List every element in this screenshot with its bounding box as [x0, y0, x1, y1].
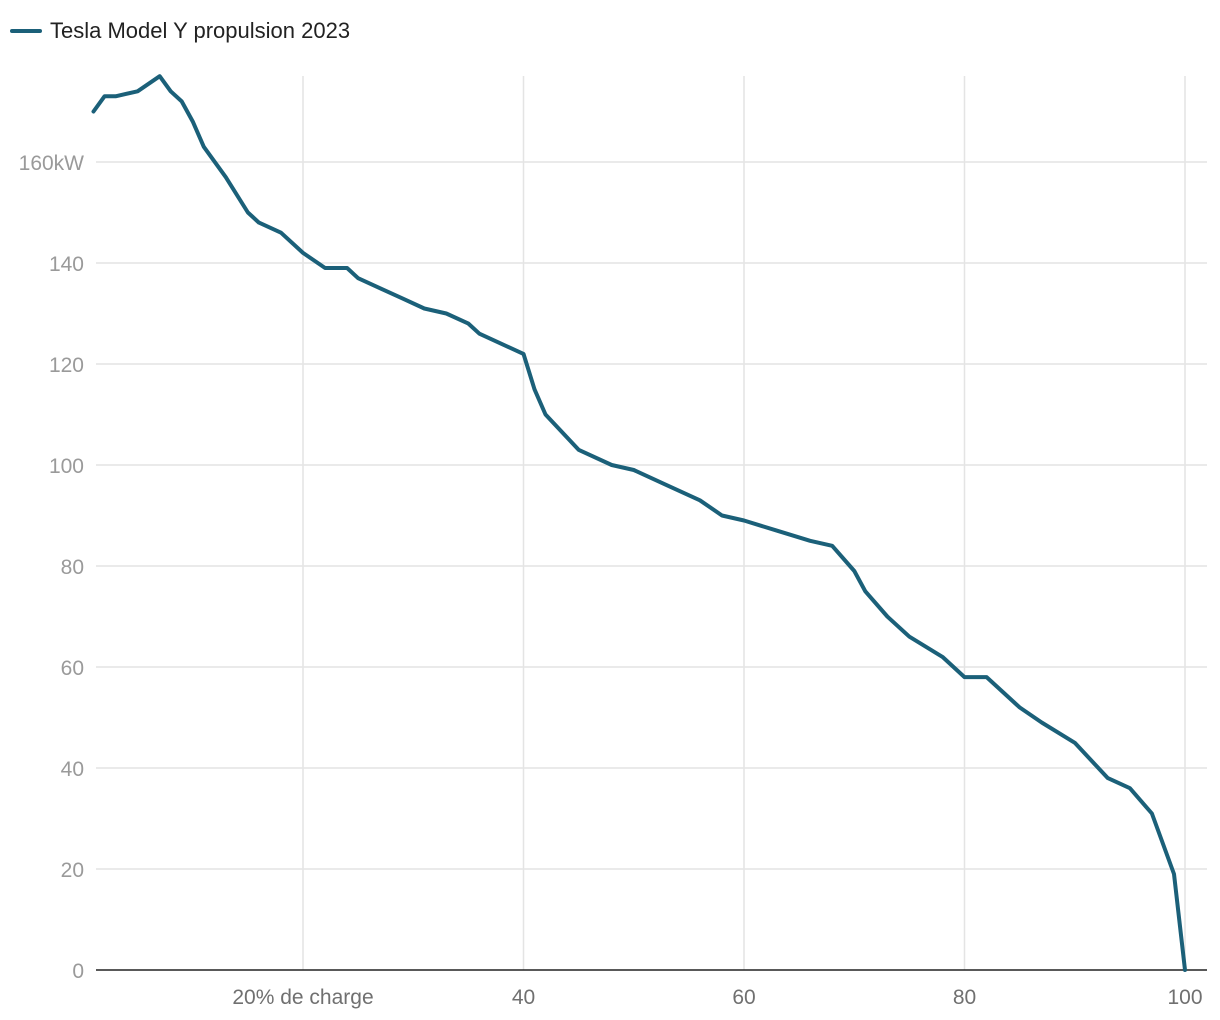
- y-tick-label: 20: [61, 859, 84, 882]
- y-tick-label: 120: [49, 354, 84, 377]
- y-tick-label: 60: [61, 657, 84, 680]
- y-tick-label: 0: [72, 960, 84, 983]
- gridlines: [96, 76, 1207, 970]
- legend: Tesla Model Y propulsion 2023: [10, 18, 350, 44]
- x-tick-label: 20% de charge: [232, 986, 373, 1009]
- y-tick-label: 40: [61, 758, 84, 781]
- x-axis-ticks: 20% de charge 40 60 80 100: [232, 986, 1202, 1009]
- y-tick-label: 100: [49, 455, 84, 478]
- legend-swatch: [10, 29, 42, 33]
- y-tick-label: 80: [61, 556, 84, 579]
- x-tick-label: 100: [1167, 986, 1202, 1009]
- y-tick-label: 140: [49, 253, 84, 276]
- y-axis-ticks: 0 20 40 60 80 100 120 140 160kW: [19, 152, 85, 983]
- series-line-tesla-model-y: [91, 74, 1187, 972]
- x-tick-label: 60: [732, 986, 755, 1009]
- x-tick-label: 80: [953, 986, 976, 1009]
- y-tick-label: 160kW: [19, 152, 85, 175]
- x-tick-label: 40: [512, 986, 535, 1009]
- legend-label: Tesla Model Y propulsion 2023: [50, 18, 351, 43]
